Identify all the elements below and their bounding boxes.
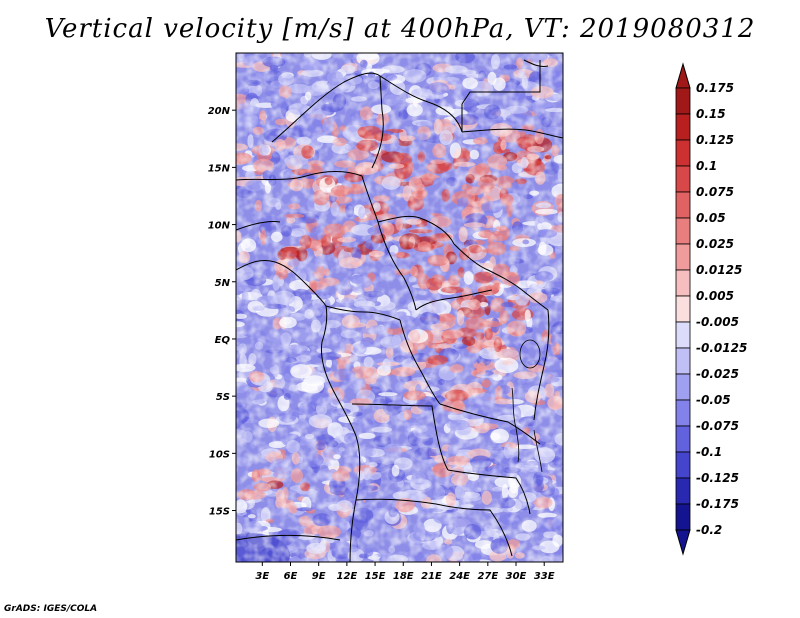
x-axis: 3E 6E 9E 12E 15E 18E 21E 24E 27E 30E 33E: [255, 562, 555, 582]
colorbar-label: 0.025: [696, 237, 734, 251]
colorbar-segment: [675, 425, 691, 453]
x-tick-label: 18E: [393, 571, 414, 582]
y-tick-label: 10S: [209, 449, 230, 460]
x-tick-label: 12E: [337, 571, 358, 582]
colorbar-segment: [675, 165, 691, 193]
x-tick-label: 6E: [284, 571, 298, 582]
y-axis: 20N 15N 10N 5N EQ 5S 10S 15S: [208, 106, 236, 518]
colorbar-label: -0.0125: [696, 341, 747, 355]
y-tick-label: 15N: [208, 163, 231, 174]
x-tick-label: 33E: [534, 571, 555, 582]
y-tick-label: 15S: [209, 507, 230, 518]
colorbar-segment: [675, 373, 691, 401]
colorbar-arrow-bottom: [675, 529, 691, 556]
x-tick-label: 3E: [255, 571, 269, 582]
colorbar-label: -0.005: [696, 315, 739, 329]
colorbar-segment: [675, 191, 691, 219]
colorbar-segment: [675, 347, 691, 375]
chart-title: Vertical velocity [m/s] at 400hPa, VT: 2…: [44, 14, 756, 44]
colorbar-segment: [675, 295, 691, 323]
colorbar-segment: [675, 321, 691, 349]
x-tick-label: 15E: [365, 571, 386, 582]
velocity-map: [236, 53, 563, 562]
x-tick-label: 30E: [506, 571, 527, 582]
colorbar-label: 0.075: [696, 185, 734, 199]
colorbar-label: 0.05: [696, 211, 726, 225]
colorbar-label: 0.15: [696, 107, 726, 121]
colorbar-legend: 0.175 0.15 0.125 0.1 0.075 0.05 0.025 0.0125 0.0…: [675, 62, 747, 556]
colorbar-label: -0.125: [696, 471, 739, 485]
colorbar-label: -0.2: [696, 523, 722, 537]
colorbar-label: -0.05: [696, 393, 731, 407]
colorbar-label: -0.1: [696, 445, 722, 459]
colorbar-segment: [675, 87, 691, 115]
colorbar-label: -0.025: [696, 367, 739, 381]
colorbar-label: 0.175: [696, 81, 734, 95]
x-tick-label: 27E: [477, 571, 498, 582]
y-tick-label: 20N: [208, 106, 231, 117]
colorbar-segment: [675, 113, 691, 141]
y-tick-label: 5N: [215, 278, 231, 289]
colorbar-label: -0.175: [696, 497, 739, 511]
colorbar-arrow-top: [675, 62, 691, 89]
colorbar-segment: [675, 217, 691, 245]
colorbar-segment: [675, 477, 691, 505]
credit-text: GrADS: IGES/COLA: [4, 604, 98, 614]
y-tick-label: 10N: [208, 221, 231, 232]
y-tick-label: EQ: [215, 335, 231, 346]
x-tick-label: 9E: [312, 571, 326, 582]
colorbar-label: -0.075: [696, 419, 739, 433]
colorbar-segment: [675, 451, 691, 479]
colorbar-label: 0.125: [696, 133, 734, 147]
colorbar-segment: [675, 139, 691, 167]
x-tick-label: 24E: [449, 571, 470, 582]
colorbar-segment: [675, 269, 691, 297]
y-tick-label: 5S: [216, 392, 230, 403]
colorbar-label: 0.1: [696, 159, 717, 173]
colorbar-label: 0.0125: [696, 263, 742, 277]
colorbar-segment: [675, 399, 691, 427]
x-tick-label: 21E: [421, 571, 442, 582]
colorbar-label: 0.005: [696, 289, 734, 303]
country-borders: [236, 59, 563, 562]
colorbar-segment: [675, 503, 691, 531]
colorbar-segment: [675, 243, 691, 271]
lakes: [511, 339, 543, 473]
